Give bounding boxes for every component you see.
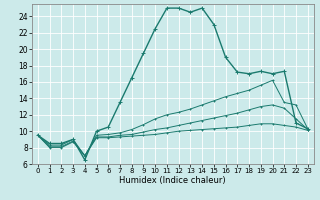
X-axis label: Humidex (Indice chaleur): Humidex (Indice chaleur) [119,176,226,185]
